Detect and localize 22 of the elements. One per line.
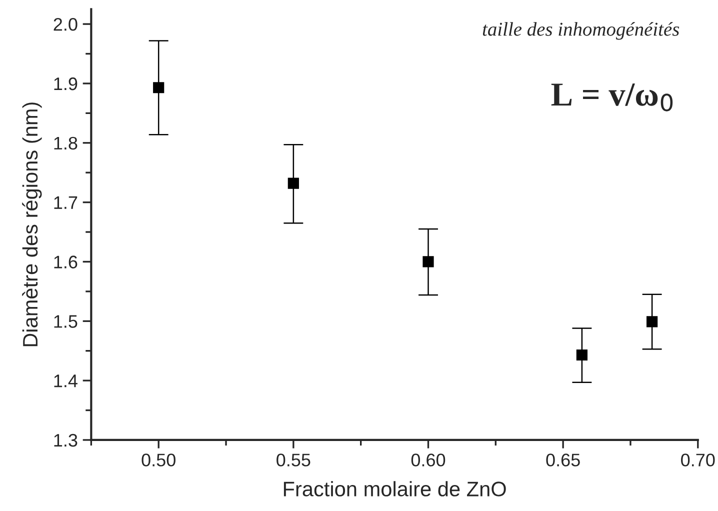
y-tick-label: 1.6 (54, 256, 78, 268)
point (576, 349, 588, 361)
y-tick-label: 1.9 (54, 77, 78, 90)
point (646, 316, 658, 328)
x-tick-label: 0.60 (411, 454, 446, 466)
x-tick-label: 0.50 (142, 454, 176, 466)
x-tick-label: 0.55 (276, 454, 310, 466)
annotation: L = v/ω$_{0}$ (551, 84, 673, 112)
y-tick-label: 1.7 (54, 196, 78, 209)
point (422, 256, 434, 268)
x-tick-label: 0.70 (681, 454, 715, 466)
y-tick-label: 1.5 (54, 315, 78, 328)
annotation: taille des inhomogénéités (482, 22, 680, 40)
y-tick-label: 2.0 (54, 18, 78, 31)
y-axis-title: Diamètre des régions (nm) (22, 102, 42, 346)
x-axis-title: Fraction molaire de ZnO (284, 481, 506, 496)
y-tick-label: 1.8 (54, 136, 78, 150)
x-tick-label: 0.65 (546, 454, 580, 466)
point (153, 82, 164, 94)
y-tick-label: 1.3 (54, 434, 78, 447)
y-tick-label: 1.4 (54, 374, 78, 388)
point (288, 178, 299, 189)
